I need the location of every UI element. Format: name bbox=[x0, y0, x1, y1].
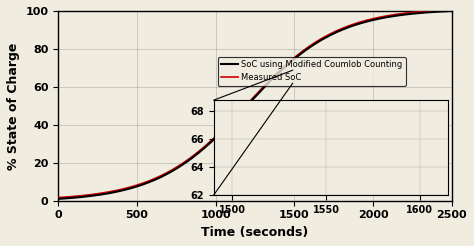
Legend: SoC using Modified Coumlob Counting, Measured SoC: SoC using Modified Coumlob Counting, Mea… bbox=[218, 57, 406, 86]
Y-axis label: % State of Charge: % State of Charge bbox=[7, 42, 20, 169]
X-axis label: Time (seconds): Time (seconds) bbox=[201, 226, 309, 239]
